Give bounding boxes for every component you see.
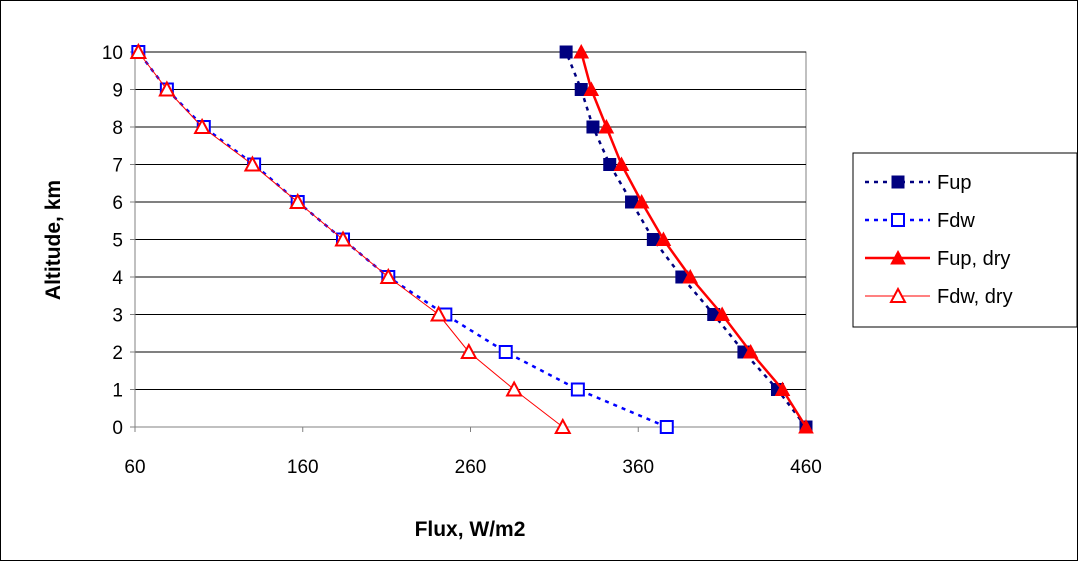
y-tick-label: 10 xyxy=(102,43,123,64)
data-point xyxy=(193,117,211,134)
data-point xyxy=(798,418,814,434)
series-2 xyxy=(573,43,814,434)
x-tick-label: 60 xyxy=(124,457,145,478)
legend-entries: Fup Fdw Fup, dry Fdw, dry xyxy=(865,172,1013,308)
data-point xyxy=(613,156,630,171)
data-point xyxy=(429,305,448,322)
legend-swatch-marker xyxy=(889,286,907,303)
legend-swatch-marker xyxy=(891,213,905,227)
data-point xyxy=(334,230,352,247)
legend-swatch-marker xyxy=(891,175,905,189)
y-tick-label: 5 xyxy=(112,231,123,252)
y-axis-title: Altitude, km xyxy=(42,180,65,300)
data-point xyxy=(583,81,600,96)
y-tick-label: 8 xyxy=(112,118,123,139)
legend-entry: Fup, dry xyxy=(865,248,1010,270)
x-tick-label: 460 xyxy=(790,457,822,478)
legend-entry: Fup xyxy=(865,172,971,194)
y-tick-label: 0 xyxy=(112,418,123,439)
y-tick-label: 2 xyxy=(112,343,123,364)
y-tick-label: 9 xyxy=(112,81,123,102)
data-point xyxy=(570,382,585,397)
y-tick-label: 1 xyxy=(112,381,123,402)
x-tick-label: 260 xyxy=(455,457,487,478)
data-point xyxy=(598,118,615,134)
legend-box xyxy=(852,152,1078,328)
data-point xyxy=(379,267,397,284)
data-point xyxy=(243,155,262,172)
data-point xyxy=(460,342,478,359)
data-point xyxy=(289,192,307,209)
series-3 xyxy=(129,42,572,434)
data-point xyxy=(633,193,650,209)
data-point xyxy=(498,345,513,359)
legend-label: Fdw xyxy=(937,210,975,232)
legend-entry: Fdw, dry xyxy=(865,286,1013,308)
series-layer xyxy=(129,42,814,434)
x-tick-label: 160 xyxy=(287,457,319,478)
data-point xyxy=(129,42,148,59)
x-tick-label: 360 xyxy=(622,457,654,478)
data-point xyxy=(505,380,523,397)
data-point xyxy=(573,43,590,59)
y-tick-label: 6 xyxy=(112,193,123,214)
data-point xyxy=(774,381,791,396)
legend-label: Fup, dry xyxy=(937,248,1010,270)
data-point xyxy=(586,120,600,134)
legend-entry: Fdw xyxy=(865,210,975,232)
data-point xyxy=(158,80,176,97)
data-point xyxy=(603,158,617,171)
y-tick-label: 4 xyxy=(112,268,123,289)
legend: Fup Fdw Fup, dry Fdw, dry xyxy=(852,152,1078,328)
data-point xyxy=(714,306,730,321)
legend-label: Fdw, dry xyxy=(937,286,1013,308)
data-point xyxy=(659,420,674,434)
legend-swatch-marker xyxy=(890,249,906,265)
legend-label: Fup xyxy=(937,172,971,194)
data-point xyxy=(682,268,699,284)
y-tick-label: 3 xyxy=(112,306,123,327)
axis-tick-labels: 0 1 2 3 4 5 6 7 8 9 10 60 160 260 360 460 xyxy=(102,43,822,478)
y-tick-label: 7 xyxy=(112,156,123,177)
data-point xyxy=(554,417,572,434)
x-axis-title: Flux, W/m2 xyxy=(415,518,526,541)
data-point xyxy=(559,45,573,59)
data-point xyxy=(655,231,672,246)
data-point xyxy=(742,343,759,359)
